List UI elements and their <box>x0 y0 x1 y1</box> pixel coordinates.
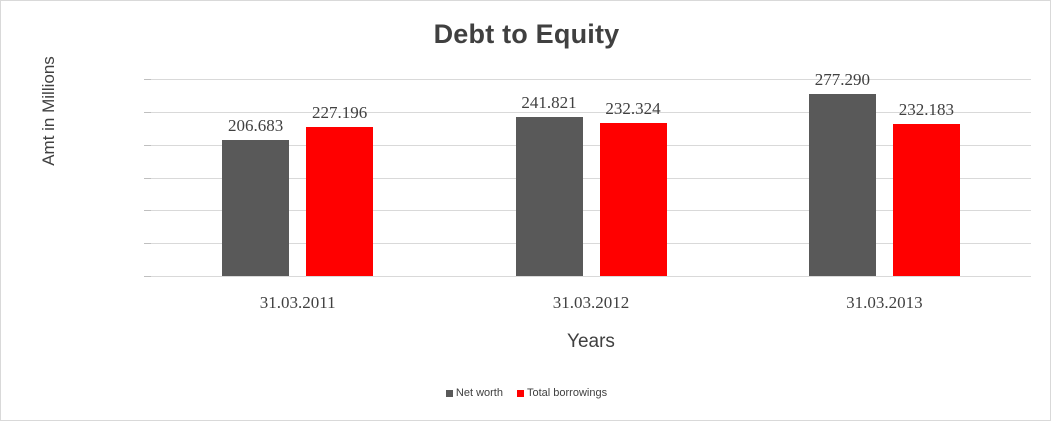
x-axis-category-label: 31.03.2012 <box>552 293 630 312</box>
gridline <box>151 111 1031 113</box>
bar-total-borrowings[interactable] <box>306 126 374 276</box>
y-axis-tick <box>144 79 151 80</box>
gridline <box>151 79 1031 80</box>
gridline <box>151 276 1031 277</box>
y-axis-tick <box>144 177 151 179</box>
legend-entry-total-borrowings[interactable]: Total borrowings <box>516 387 608 399</box>
bar-total-borrowings[interactable] <box>892 123 960 276</box>
bar-net-worth[interactable] <box>222 140 290 276</box>
bar-value-label: 232.183 <box>898 99 954 119</box>
legend-swatch-icon <box>445 389 453 397</box>
bar-value-label: 232.324 <box>605 99 661 119</box>
y-axis-tick <box>144 243 151 245</box>
legend-swatch-icon <box>516 389 524 397</box>
y-axis-title: Amt in Millions <box>39 56 58 166</box>
gridline <box>151 210 1031 212</box>
y-axis-tick <box>144 144 151 146</box>
bar-value-label: 206.683 <box>228 116 284 136</box>
legend-label: Net worth <box>455 387 503 399</box>
legend-label: Total borrowings <box>526 387 608 399</box>
gridline <box>151 177 1031 179</box>
chart-title: Debt to Equity <box>433 19 620 49</box>
x-axis-category-label: 31.03.2013 <box>846 293 923 312</box>
bar-total-borrowings[interactable] <box>599 123 667 276</box>
bar-value-label: 227.196 <box>312 102 368 122</box>
y-axis-tick <box>144 210 151 212</box>
bar-value-label: 241.821 <box>521 93 577 113</box>
bar-net-worth[interactable] <box>515 117 583 276</box>
gridline <box>151 243 1031 245</box>
x-axis-category-label: 31.03.2011 <box>259 293 336 312</box>
bar-value-label: 277.290 <box>814 69 870 89</box>
gridline <box>151 144 1031 146</box>
y-axis-tick <box>144 276 151 277</box>
y-axis-tick <box>144 111 151 113</box>
chart-legend: Net worth Total borrowings <box>1 387 1050 399</box>
plot-area: 300.000250.000200.000150.000100.00050.00… <box>144 70 1031 277</box>
bar-net-worth[interactable] <box>808 93 876 276</box>
legend-entry-net-worth[interactable]: Net worth <box>445 387 503 399</box>
x-axis-title: Years <box>567 331 615 352</box>
